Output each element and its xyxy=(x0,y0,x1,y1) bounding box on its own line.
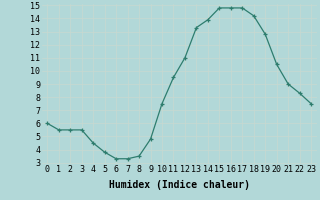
X-axis label: Humidex (Indice chaleur): Humidex (Indice chaleur) xyxy=(109,180,250,190)
